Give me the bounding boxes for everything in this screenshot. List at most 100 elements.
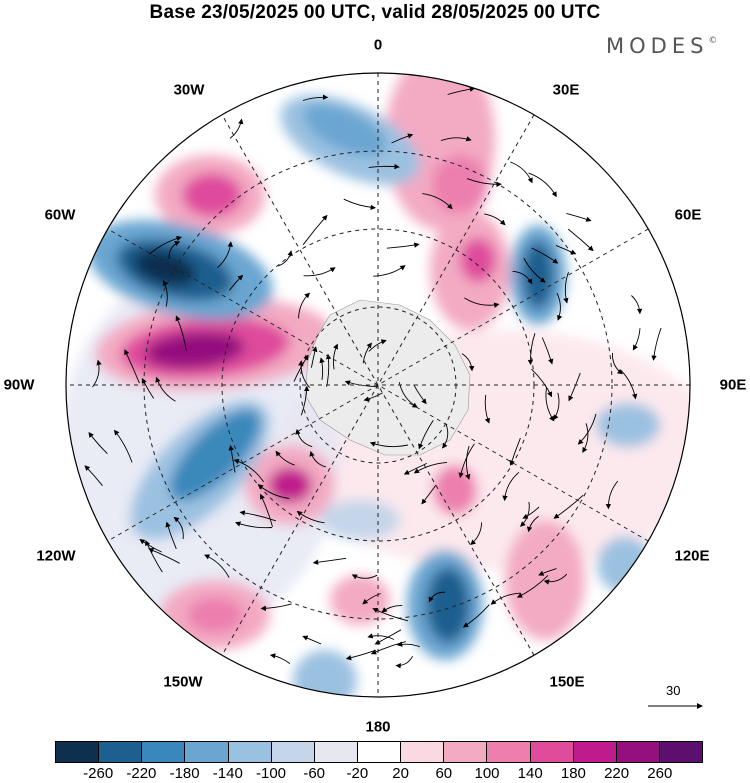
streamline [369, 441, 409, 448]
streamline [351, 574, 378, 580]
streamline [228, 444, 236, 473]
colorbar-cell [486, 742, 530, 762]
streamline [516, 575, 549, 598]
colorbar-tick-label: 140 [517, 765, 543, 782]
streamline [577, 413, 597, 445]
colorbar-cell [400, 742, 444, 762]
map-boundary [65, 72, 691, 698]
colorbar-cell [356, 742, 401, 762]
colorbar-cell [227, 742, 271, 762]
meridian-line [221, 114, 535, 656]
streamline [523, 257, 546, 283]
streamline [165, 521, 177, 550]
streamline [541, 337, 554, 365]
modes-logo: MODES© [606, 34, 717, 58]
streamline [260, 603, 292, 612]
map-disc [66, 73, 690, 697]
streamline [566, 212, 592, 222]
lon-label-0: 0 [373, 36, 383, 54]
streamline [295, 428, 313, 448]
streamline [309, 450, 327, 468]
streamline [632, 328, 641, 351]
streamline [332, 343, 338, 370]
streamline [233, 458, 264, 483]
streamline [269, 653, 291, 664]
streamline [543, 573, 568, 585]
streamline [373, 265, 406, 277]
colorbar-cell [658, 742, 703, 762]
colorbar-cell [529, 742, 573, 762]
streamline [368, 339, 387, 352]
streamline [345, 649, 376, 661]
colorbar-tick-label: 60 [435, 765, 453, 782]
streamline [512, 270, 533, 285]
streamline [386, 242, 420, 249]
reference-vector-label: 30 [666, 683, 681, 698]
lon-label-60w: 60W [44, 206, 76, 224]
colorbar-cell [184, 742, 228, 762]
lon-label-60e: 60E [674, 206, 702, 224]
streamline [367, 633, 395, 640]
colorbar-tick-label: 20 [392, 765, 409, 782]
streamline [368, 163, 400, 170]
brand-name: MODES [606, 34, 709, 58]
streamline [466, 178, 502, 188]
streamline [538, 568, 557, 576]
streamline [502, 471, 520, 502]
streamline [300, 385, 310, 416]
colorbar-cell [615, 742, 659, 762]
anomaly-field [66, 73, 690, 697]
streamline [526, 515, 539, 533]
streamline [484, 394, 490, 424]
streamline [612, 352, 623, 375]
streamline [396, 641, 420, 648]
lon-label-90w: 90W [3, 376, 35, 394]
copyright-mark: © [708, 36, 718, 46]
streamline [155, 376, 176, 402]
streamline [568, 372, 581, 402]
streamline [302, 94, 329, 101]
streamline [422, 193, 453, 210]
streamline [555, 244, 577, 255]
colorbar-tick-label: -220 [126, 765, 157, 782]
streamline [362, 593, 381, 605]
streamline [92, 359, 102, 388]
streamline [239, 510, 276, 522]
streamline [204, 554, 230, 578]
streamline [531, 368, 552, 398]
meridian-lines [66, 73, 690, 697]
streamline [168, 241, 181, 260]
streamline [428, 591, 446, 603]
streamline [381, 605, 403, 613]
streamline [462, 604, 490, 628]
colorbar-cell [56, 742, 99, 762]
streamline [312, 557, 347, 565]
streamline [391, 133, 414, 144]
streamline [235, 521, 273, 529]
colorbar-tick-label: 180 [560, 765, 586, 782]
streamline [302, 214, 328, 246]
streamline [148, 547, 180, 564]
lon-label-120w: 120W [36, 547, 76, 565]
streamline [522, 506, 540, 519]
streamline [470, 522, 483, 545]
streamline [567, 228, 594, 252]
streamline [124, 349, 140, 384]
streamline [370, 641, 406, 655]
streamline [293, 354, 309, 382]
antarctica-landmass [304, 299, 471, 456]
streamline [545, 386, 555, 422]
streamline [260, 493, 273, 527]
colorbar-cell [141, 742, 185, 762]
lon-label-180: 180 [365, 718, 391, 736]
streamline [139, 538, 162, 553]
streamline [582, 423, 589, 453]
lon-label-150w: 150W [163, 673, 203, 691]
streamline [458, 443, 475, 479]
colorbar-tick-label: 220 [604, 765, 630, 782]
streamline [563, 271, 569, 304]
polar-stereographic-map [65, 72, 703, 709]
streamline [217, 241, 233, 269]
colorbar-cell [313, 742, 357, 762]
streamline [510, 161, 533, 184]
